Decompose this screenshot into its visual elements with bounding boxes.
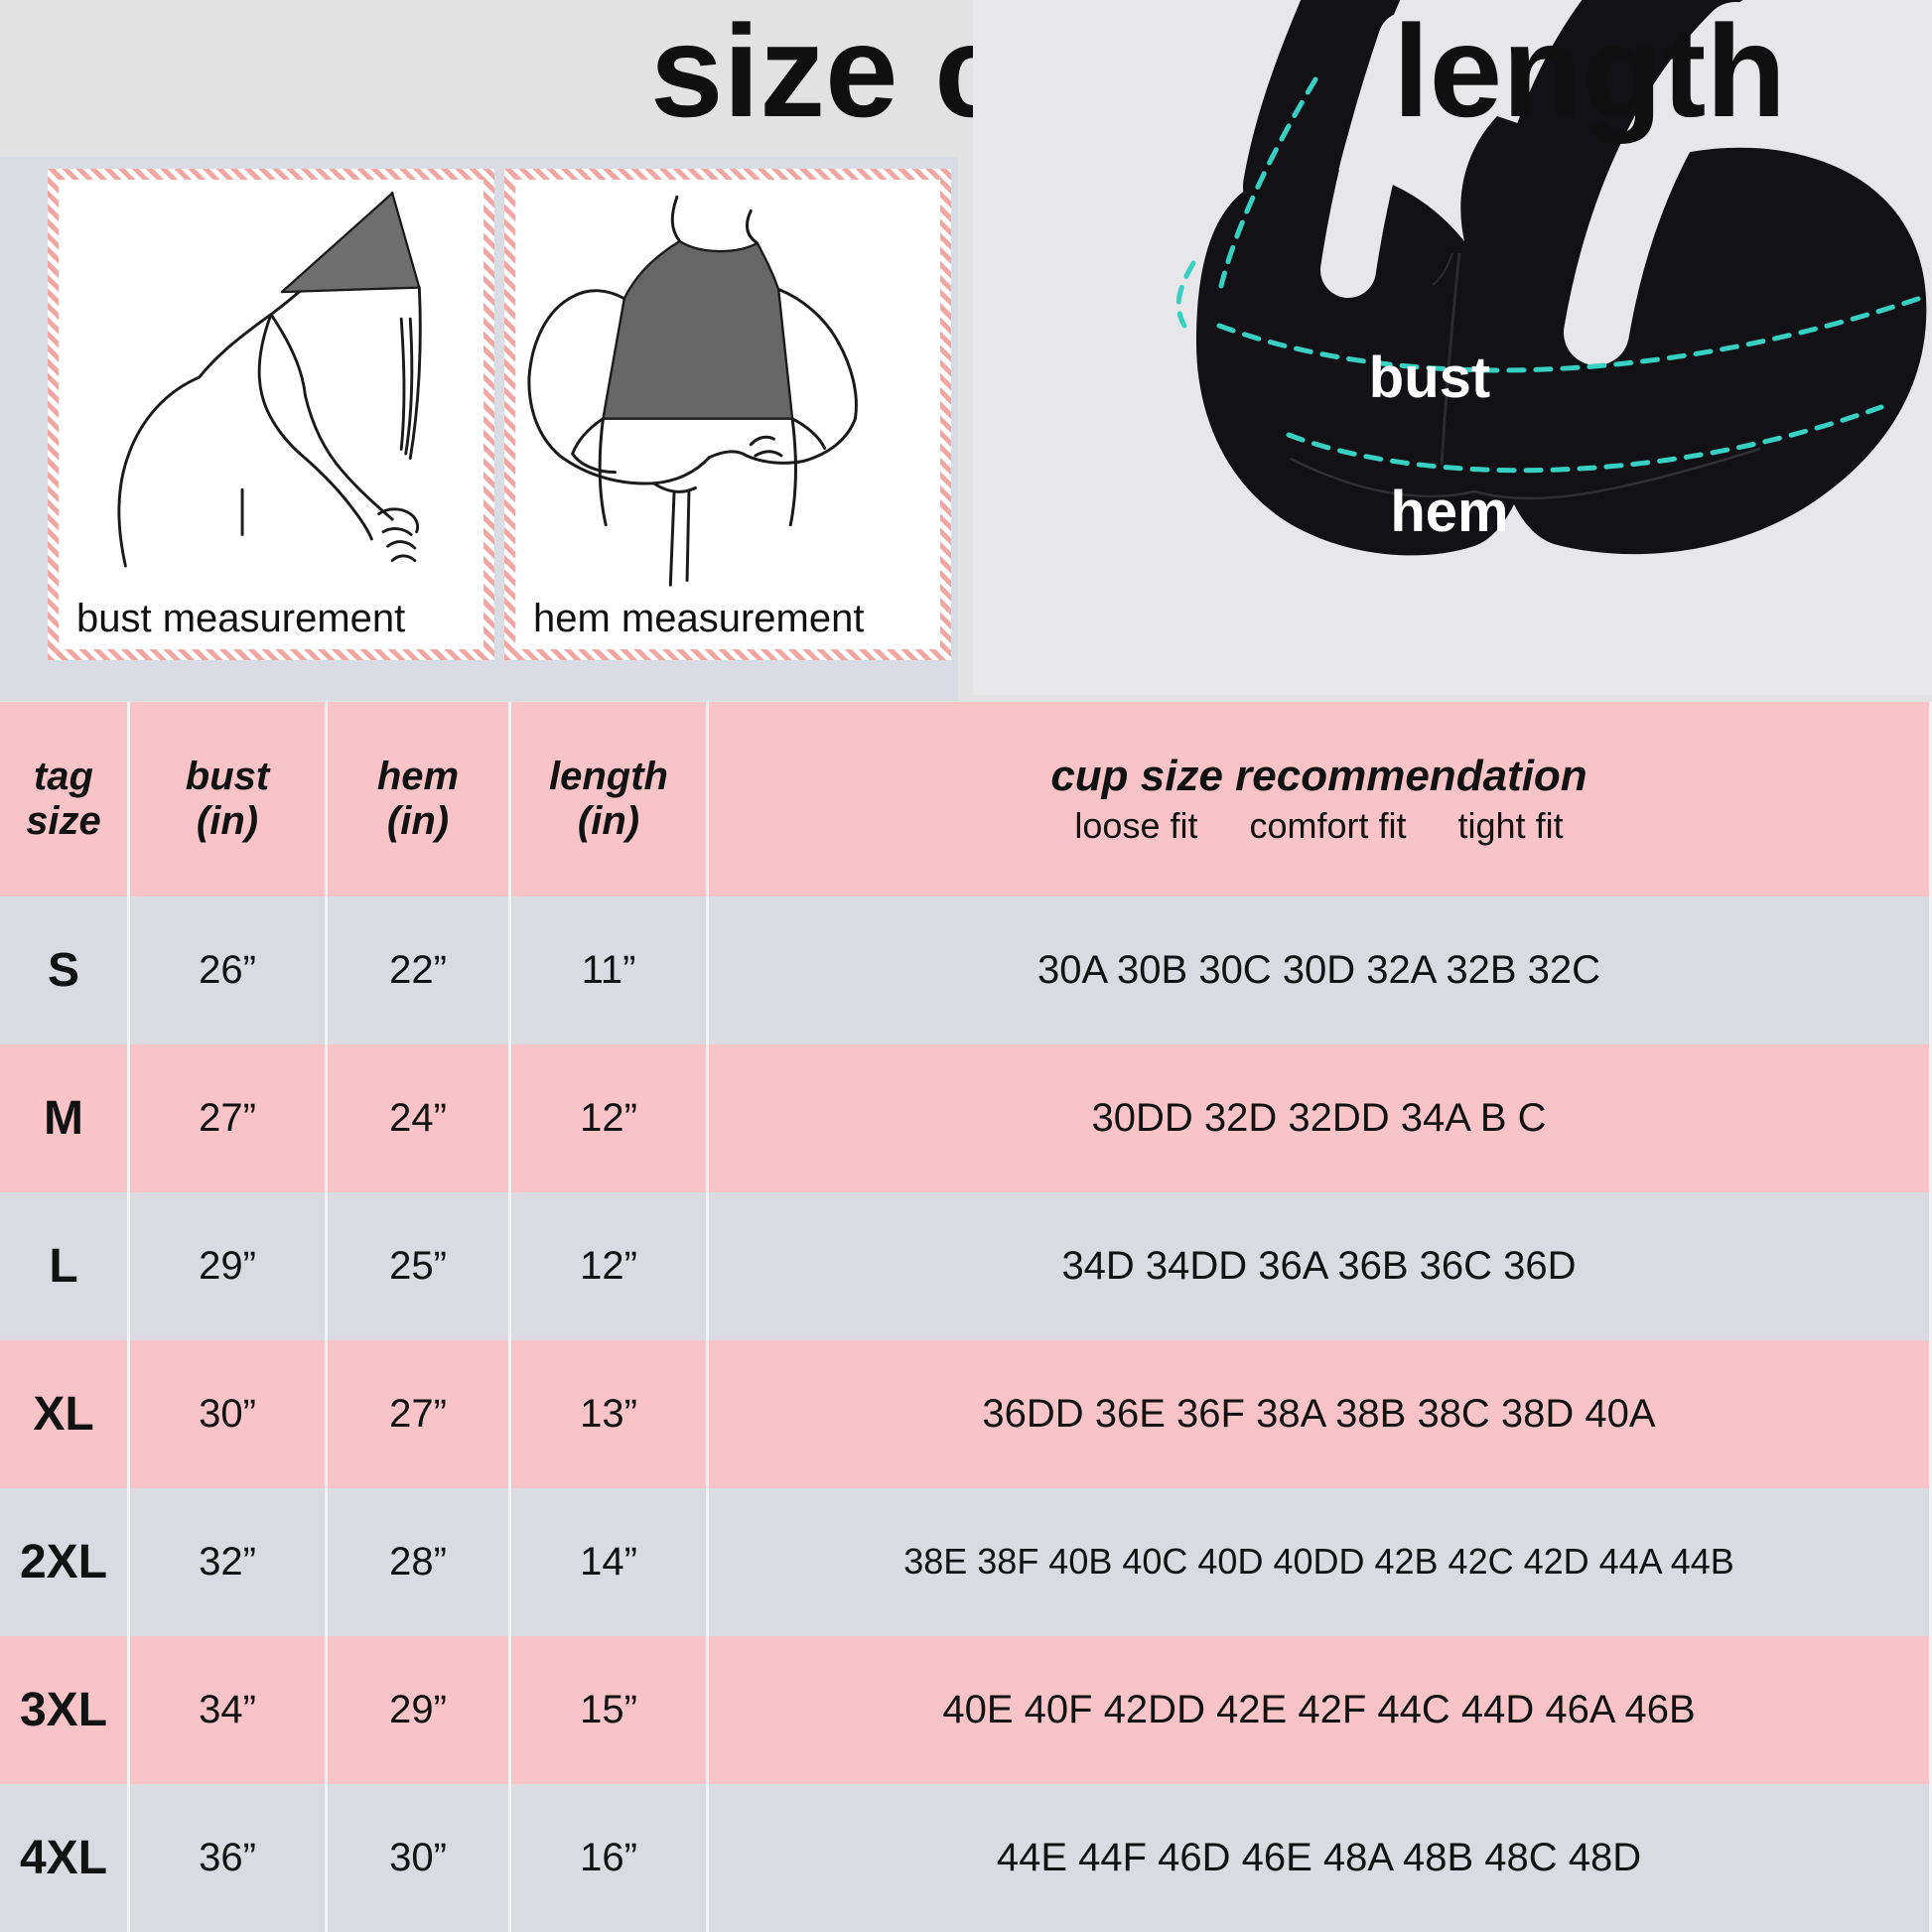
svg-text:bust: bust [1369,345,1490,410]
svg-text:hem: hem [1390,480,1508,544]
